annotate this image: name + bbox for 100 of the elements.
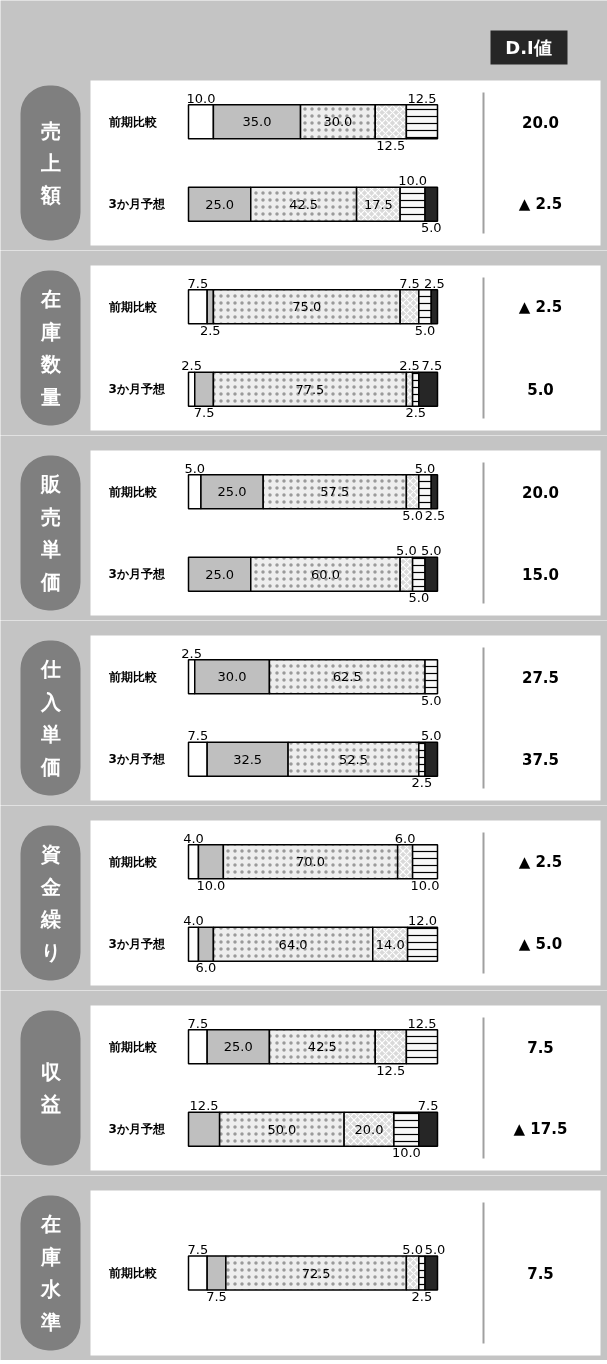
data-label: 5.0 xyxy=(184,460,206,476)
y-tick-label: 前期比較 xyxy=(107,854,158,869)
data-label: 12.5 xyxy=(407,90,437,106)
data-label: 7.5 xyxy=(421,358,443,374)
data-label: 2.5 xyxy=(199,322,221,338)
data-label: 10.0 xyxy=(186,90,216,106)
text: 販売単価 xyxy=(39,472,62,594)
y-tick-label: 前期比較 xyxy=(107,299,158,314)
data-label: 5.0 xyxy=(414,460,436,476)
data-label: 5.0 xyxy=(414,322,436,338)
text: 7.5 xyxy=(527,1038,554,1057)
data-label: 12.5 xyxy=(376,1062,406,1078)
data-label: 25.0 xyxy=(217,484,247,500)
data-label: 77.5 xyxy=(295,381,325,397)
y-tick-label: 3か月予想 xyxy=(108,197,166,212)
data-label: 42.5 xyxy=(307,1039,337,1055)
data-label: 20.0 xyxy=(354,1121,384,1137)
data-label: 2.5 xyxy=(424,275,445,291)
data-label: 5.0 xyxy=(408,590,430,606)
data-label: 10.0 xyxy=(391,1145,421,1161)
y-tick-label: 前期比較 xyxy=(107,1266,158,1280)
data-label: 5.0 xyxy=(424,1242,446,1257)
text: 資金繰り xyxy=(39,842,62,964)
data-label: 14.0 xyxy=(375,936,405,952)
data-label: 12.0 xyxy=(408,913,438,929)
data-label: 5.0 xyxy=(396,543,417,559)
data-label: 12.5 xyxy=(189,1098,219,1114)
text: 在庫水準 xyxy=(39,1212,62,1334)
data-label: 7.5 xyxy=(193,405,215,421)
y-tick-label: 3か月予想 xyxy=(108,937,166,952)
data-label: 52.5 xyxy=(338,751,368,767)
data-label: 2.5 xyxy=(405,405,427,421)
y-tick-label: 前期比較 xyxy=(107,484,158,499)
text: 仕入単価 xyxy=(39,657,62,779)
data-label: 5.0 xyxy=(402,507,423,523)
data-label: 7.5 xyxy=(399,275,420,291)
text: ▲ 2.5 xyxy=(518,195,563,214)
y-tick-label: 前期比較 xyxy=(107,669,158,684)
data-label: 2.5 xyxy=(399,358,420,374)
text: 売上額 xyxy=(39,118,61,208)
data-label: 35.0 xyxy=(242,114,272,130)
data-label: 72.5 xyxy=(301,1265,331,1281)
data-label: 10.0 xyxy=(398,173,428,189)
text: ▲ 2.5 xyxy=(518,852,563,871)
data-label: 4.0 xyxy=(183,830,204,846)
y-tick-label: 3か月予想 xyxy=(108,567,166,582)
text: 5.0 xyxy=(527,381,554,400)
data-label: 64.0 xyxy=(278,936,308,952)
data-label: 2.5 xyxy=(181,358,202,374)
text: 27.5 xyxy=(522,668,560,687)
data-label: 50.0 xyxy=(267,1121,297,1137)
y-tick-label: 前期比較 xyxy=(107,1039,158,1054)
text: 7.5 xyxy=(527,1265,554,1283)
data-label: 42.5 xyxy=(289,196,319,212)
data-label: 30.0 xyxy=(323,114,353,130)
data-label: 6.0 xyxy=(195,960,217,976)
text: 収益 xyxy=(39,1059,62,1117)
data-label: 75.0 xyxy=(292,299,322,315)
data-label: 25.0 xyxy=(205,196,235,212)
data-label: 5.0 xyxy=(420,220,442,236)
text: 20.0 xyxy=(522,113,560,132)
data-label: 30.0 xyxy=(217,669,247,685)
data-label: 7.5 xyxy=(187,1015,209,1031)
y-tick-label: 3か月予想 xyxy=(108,382,166,397)
data-label: 25.0 xyxy=(205,566,235,582)
data-label: 32.5 xyxy=(233,751,263,767)
data-label: 5.0 xyxy=(402,1242,423,1257)
data-label: 25.0 xyxy=(223,1039,253,1055)
y-tick-label: 前期比較 xyxy=(107,114,158,129)
data-label: 4.0 xyxy=(183,913,204,929)
y-tick-label: 3か月予想 xyxy=(108,1122,166,1137)
text: ▲ 17.5 xyxy=(513,1120,568,1139)
data-label: 5.0 xyxy=(420,728,442,744)
data-label: 10.0 xyxy=(410,877,440,893)
data-label: 7.5 xyxy=(206,1289,227,1304)
data-label: 6.0 xyxy=(394,830,416,846)
data-label: 2.5 xyxy=(411,1289,433,1304)
data-label: 5.0 xyxy=(420,692,442,708)
y2-axis-title: D.I値 xyxy=(505,37,552,58)
data-label: 70.0 xyxy=(296,854,325,870)
data-label: 5.0 xyxy=(420,543,442,559)
data-label: 7.5 xyxy=(187,728,209,744)
data-label: 57.5 xyxy=(320,484,350,500)
data-label: 2.5 xyxy=(424,507,446,523)
text: ▲ 5.0 xyxy=(518,935,563,954)
y-tick-label: 3か月予想 xyxy=(108,752,166,767)
data-label: 10.0 xyxy=(196,877,226,893)
text: 37.5 xyxy=(522,751,560,770)
text: 在庫数量 xyxy=(39,287,62,409)
data-label: 2.5 xyxy=(181,645,202,661)
text: ▲ 2.5 xyxy=(518,297,563,316)
data-label: 2.5 xyxy=(411,775,433,791)
data-label: 12.5 xyxy=(407,1015,437,1031)
data-label: 7.5 xyxy=(187,275,209,291)
data-label: 17.5 xyxy=(363,196,393,212)
data-label: 62.5 xyxy=(332,669,362,685)
data-label: 60.0 xyxy=(310,566,340,582)
text: 15.0 xyxy=(522,566,560,585)
data-label: 12.5 xyxy=(376,137,406,153)
text: 20.0 xyxy=(522,483,560,502)
